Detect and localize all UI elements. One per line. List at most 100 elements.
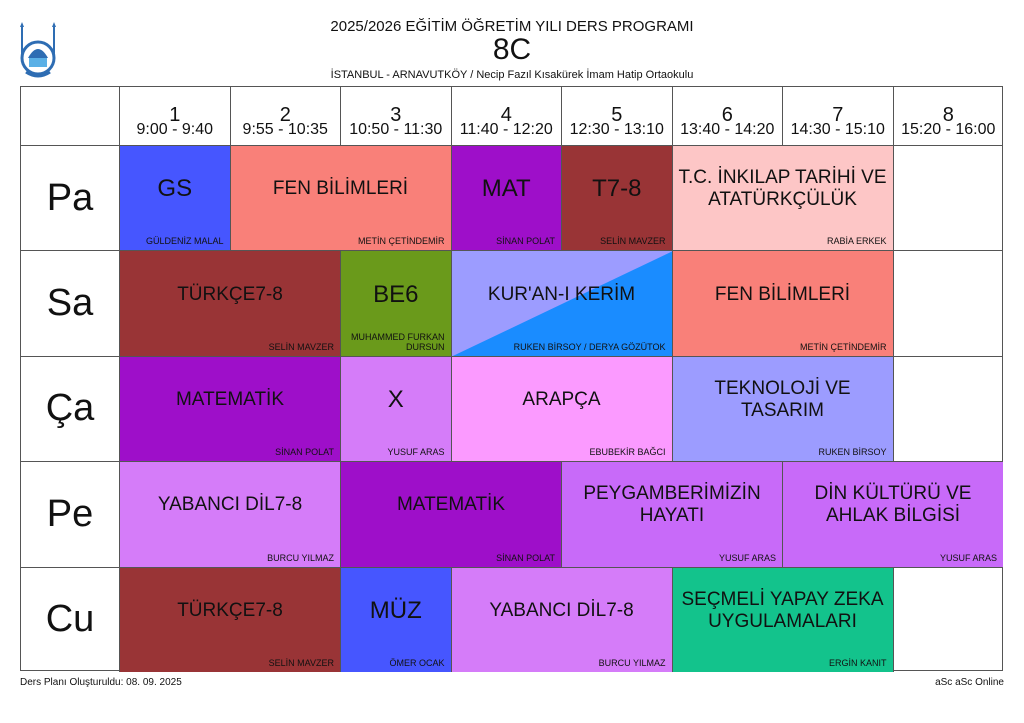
lesson-teacher: RABİA ERKEK: [826, 236, 887, 247]
lesson-cell[interactable]: YABANCI DİL7-8 BURCU YILMAZ: [450, 566, 672, 672]
lesson-cell[interactable]: TEKNOLOJİ VE TASARIM RUKEN BİRSOY: [671, 355, 893, 462]
lesson-cell[interactable]: YABANCI DİL7-8 BURCU YILMAZ: [119, 461, 340, 567]
school-logo-mosque-icon: [20, 22, 56, 78]
lesson-cell[interactable]: FEN BİLİMLERİ METİN ÇETİNDEMİR: [671, 250, 893, 356]
lesson-cell[interactable]: DİN KÜLTÜRÜ VE AHLAK BİLGİSİ YUSUF ARAS: [782, 461, 1003, 567]
lesson-teacher: SELİN MAVZER: [268, 657, 334, 668]
created-date: Ders Planı Oluşturuldu: 08. 09. 2025: [20, 677, 182, 688]
lesson-teacher: MUHAMMED FURKAN DURSUN: [351, 331, 445, 352]
lesson-teacher: YUSUF ARAS: [387, 447, 445, 458]
lesson-cell[interactable]: ARAPÇA EBUBEKİR BAĞCI: [450, 355, 672, 462]
empty-slot: [892, 355, 1003, 462]
lesson-subject: MATEMATİK: [175, 388, 285, 410]
lesson-cell[interactable]: TÜRKÇE7-8 SELİN MAVZER: [119, 566, 340, 672]
lesson-cell[interactable]: FEN BİLİMLERİ METİN ÇETİNDEMİR: [229, 145, 451, 251]
period-header-1: 1 9:00 - 9:40: [119, 87, 230, 145]
lesson-teacher: RUKEN BİRSOY: [818, 447, 887, 458]
lesson-cell[interactable]: T.C. İNKILAP TARİHİ VE ATATÜRKÇÜLÜK RABİA…: [671, 145, 893, 251]
day-label: Pa: [21, 145, 119, 250]
lesson-teacher: SİNAN POLAT: [496, 236, 555, 247]
period-number: 8: [942, 104, 954, 126]
lesson-teacher: SELİN MAVZER: [268, 341, 334, 352]
lesson-teacher: ÖMER OCAK: [389, 657, 445, 668]
timetable-grid: 1 9:00 - 9:40 2 9:55 - 10:35 3 10:50 - 11:30 4…: [20, 86, 1004, 672]
lesson-subject: TÜRKÇE7-8: [177, 599, 283, 621]
lesson-subject: DİN KÜLTÜRÜ VE AHLAK BİLGİSİ: [814, 483, 972, 527]
period-header-4: 4 11:40 - 12:20: [450, 87, 562, 145]
lesson-teacher: EBUBEKİR BAĞCI: [589, 447, 666, 458]
lesson-subject: FEN BİLİMLERİ: [714, 283, 851, 305]
lesson-subject: ARAPÇA: [522, 388, 601, 410]
period-header-3: 3 10:50 - 11:30: [340, 87, 451, 145]
period-number: 4: [500, 104, 512, 126]
period-time: 11:40 - 12:20: [459, 121, 553, 138]
lesson-subject: T7-8: [592, 175, 642, 203]
lesson-cell[interactable]: MATEMATİK SİNAN POLAT: [119, 355, 340, 462]
lesson-teacher: SİNAN POLAT: [496, 552, 555, 563]
lesson-cell[interactable]: MAT SİNAN POLAT: [450, 145, 561, 251]
lesson-subject: FEN BİLİMLERİ: [272, 178, 409, 200]
period-time: 10:50 - 11:30: [349, 121, 443, 138]
lesson-teacher: SELİN MAVZER: [600, 236, 666, 247]
period-header-7: 7 14:30 - 15:10: [782, 87, 893, 145]
software-credit: aSc aSc Online: [935, 677, 1004, 688]
period-header-8: 8 15:20 - 16:00: [892, 87, 1004, 145]
lesson-subject: TEKNOLOJİ VE TASARIM: [714, 377, 851, 421]
lesson-cell[interactable]: SEÇMELİ YAPAY ZEKA UYGULAMALARI ERGİN KAN…: [671, 566, 893, 672]
lesson-cell[interactable]: KUR'AN-I KERİM RUKEN BİRSOY / DERYA GÖZÜT…: [450, 250, 672, 356]
split-cell-shading: [453, 251, 672, 356]
period-time: 9:00 - 9:40: [136, 121, 214, 138]
period-time: 12:30 - 13:10: [569, 121, 664, 138]
lesson-teacher: BURCU YILMAZ: [598, 657, 666, 668]
lesson-subject: BE6: [373, 280, 419, 308]
lesson-teacher: YUSUF ARAS: [939, 552, 997, 563]
period-number: 1: [169, 104, 181, 126]
lesson-subject: X: [387, 385, 404, 413]
lesson-subject: MAT: [481, 175, 531, 203]
lesson-teacher: GÜLDENİZ MALAL: [145, 236, 224, 247]
period-time: 14:30 - 15:10: [790, 121, 885, 138]
empty-slot: [892, 145, 1003, 251]
period-header-5: 5 12:30 - 13:10: [561, 87, 672, 145]
lesson-cell[interactable]: MÜZ ÖMER OCAK: [340, 566, 451, 672]
period-number: 7: [832, 104, 844, 126]
timetable-title: 2025/2026 EĞİTİM ÖĞRETİM YILI DERS PROGR…: [330, 18, 694, 35]
lesson-cell[interactable]: T7-8 SELİN MAVZER: [561, 145, 672, 251]
period-time: 15:20 - 16:00: [901, 121, 996, 138]
period-number: 6: [721, 104, 733, 126]
school-name: İSTANBUL - ARNAVUTKÖY / Necip Fazıl Kısa…: [330, 69, 694, 81]
empty-slot: [892, 250, 1003, 356]
lesson-teacher: METİN ÇETİNDEMİR: [358, 236, 445, 247]
day-label: Cu: [21, 566, 119, 672]
day-label: Pe: [21, 461, 119, 566]
day-label: Ça: [21, 355, 119, 461]
lesson-cell[interactable]: PEYGAMBERİMİZİN HAYATI YUSUF ARAS: [561, 461, 782, 567]
lesson-teacher: YUSUF ARAS: [718, 552, 776, 563]
period-header-6: 6 13:40 - 14:20: [671, 87, 783, 145]
class-name: 8C: [492, 33, 532, 66]
lesson-subject: SEÇMELİ YAPAY ZEKA UYGULAMALARI: [681, 588, 884, 632]
lesson-cell[interactable]: MATEMATİK SİNAN POLAT: [340, 461, 561, 567]
lesson-teacher: METİN ÇETİNDEMİR: [800, 341, 887, 352]
period-time: 13:40 - 14:20: [680, 121, 775, 138]
lesson-cell[interactable]: BE6 MUHAMMED FURKAN DURSUN: [340, 250, 451, 356]
lesson-subject: TÜRKÇE7-8: [177, 283, 283, 305]
lesson-subject: PEYGAMBERİMİZİN HAYATI: [583, 483, 761, 527]
empty-slot: [892, 566, 1003, 672]
lesson-teacher: SİNAN POLAT: [275, 447, 334, 458]
lesson-cell[interactable]: X YUSUF ARAS: [340, 355, 451, 462]
period-time: 9:55 - 10:35: [242, 121, 328, 138]
lesson-cell[interactable]: TÜRKÇE7-8 SELİN MAVZER: [119, 250, 340, 356]
lesson-teacher: ERGİN KANIT: [828, 657, 887, 668]
period-header-2: 2 9:55 - 10:35: [229, 87, 341, 145]
lesson-cell[interactable]: GS GÜLDENİZ MALAL: [119, 145, 230, 251]
lesson-subject: KUR'AN-I KERİM: [487, 283, 636, 305]
period-number: 3: [390, 104, 402, 126]
period-number: 2: [279, 104, 291, 126]
day-label: Sa: [21, 250, 119, 355]
lesson-subject: T.C. İNKILAP TARİHİ VE ATATÜRKÇÜLÜK: [678, 167, 887, 211]
lesson-subject: MATEMATİK: [396, 494, 506, 516]
lesson-subject: MÜZ: [369, 596, 422, 624]
period-number: 5: [611, 104, 623, 126]
lesson-teacher: RUKEN BİRSOY / DERYA GÖZÜTOK: [513, 341, 666, 352]
